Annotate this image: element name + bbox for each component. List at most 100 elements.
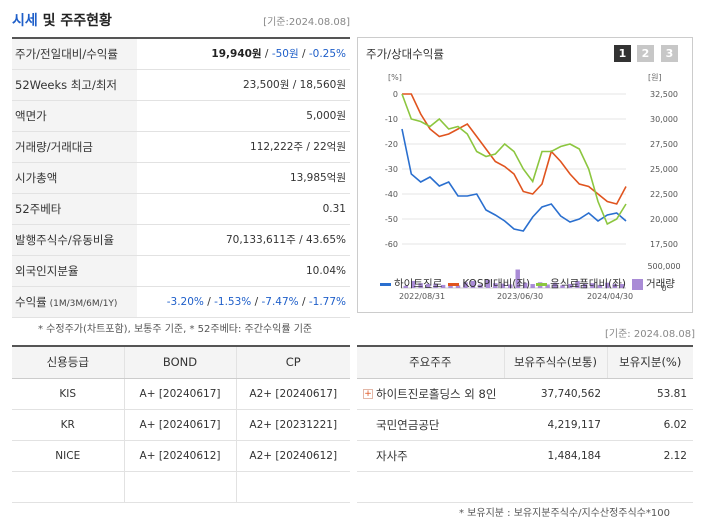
shares-held: 1,484,184 — [504, 440, 607, 472]
volume-bar — [590, 283, 595, 288]
row-label-text: 발행주식수/유동비율 — [15, 233, 115, 247]
row-value: 23,500원 / 18,560원 — [242, 79, 346, 91]
price-row: 외국인지분율 10.04% — [12, 256, 350, 287]
legend-item[interactable]: 거래량 — [631, 276, 675, 291]
legend-swatch — [448, 282, 460, 286]
row-value: 0.31 — [322, 203, 346, 215]
left-tick-label: -40 — [385, 190, 398, 199]
left-tick-label: -10 — [385, 115, 398, 124]
row-value: 10.04% — [305, 265, 346, 277]
row-label-sub: (1M/3M/6M/1Y) — [46, 299, 118, 309]
period-button-3[interactable]: 3 — [661, 45, 678, 62]
period-button-2[interactable]: 2 — [637, 45, 654, 62]
chart-title: 주가/상대수익률 — [366, 47, 444, 61]
value-part: / — [251, 296, 262, 308]
legend-item[interactable]: KOSPI대비(좌) — [448, 276, 530, 291]
volume-bar — [612, 284, 618, 288]
volume-bar — [515, 269, 520, 288]
left-axis-unit: [%] — [388, 73, 402, 82]
row-value: -3.20% / -1.53% / -7.47% / -1.77% — [137, 287, 350, 317]
row-label: 52Weeks 최고/최저 — [12, 70, 137, 100]
volume-bar — [597, 284, 603, 288]
chart-legend: 하이트진로 KOSPI대비(좌) 음식료품대비(좌) 거래량 — [380, 276, 690, 291]
section-title-market: 시세 — [12, 13, 38, 29]
legend-item[interactable]: 하이트진로 — [380, 276, 442, 291]
table-row: KIS A+ [20240617] A2+ [20240617] — [12, 378, 350, 410]
row-value: 13,985억원 — [289, 172, 346, 184]
table-row: + 하이트진로홀딩스 외 8인 37,740,562 53.81 — [357, 378, 693, 410]
section-header: 시세 및 주주현황 [기준:2024.08.08] — [12, 10, 350, 32]
left-tick-label: 0 — [393, 90, 398, 99]
row-label: 시가총액 — [12, 163, 137, 193]
credit-cell: A+ [20240617] — [124, 409, 237, 441]
legend-swatch — [380, 282, 391, 286]
shareholder-header: 보유지분(%) — [607, 347, 693, 379]
shares-held: 37,740,562 — [504, 378, 607, 410]
reference-date-2: [기준: 2024.08.08] — [605, 329, 696, 340]
row-label-text: 주가/전일대비/수익률 — [15, 47, 118, 61]
reference-date: [기준:2024.08.08] — [263, 17, 350, 28]
right-tick-label: 22,500 — [650, 190, 678, 199]
price-row: 52주베타 0.31 — [12, 194, 350, 225]
row-value: 19,940원 / -50원 / -0.25% — [137, 39, 350, 69]
major-shareholder-table: 주요주주 보유주식수(보통) 보유지분(%) + 하이트진로홀딩스 외 8인 37,74… — [357, 345, 693, 503]
volume-tick-label: 0 — [661, 284, 666, 293]
period-button-1[interactable]: 1 — [614, 45, 631, 62]
credit-cell: A2+ [20240612] — [236, 440, 350, 472]
volume-bar — [493, 283, 498, 288]
volume-bar — [418, 283, 423, 288]
volume-bar — [470, 280, 476, 288]
right-axis-unit: [원] — [648, 73, 662, 82]
volume-bar — [582, 284, 588, 288]
value-part: -0.25% — [308, 48, 346, 60]
volume-bar — [455, 285, 461, 288]
value-part: / — [298, 48, 309, 60]
value-part: / — [298, 296, 309, 308]
right-tick-label: 25,000 — [650, 165, 678, 174]
row-label-text: 수익률 — [15, 295, 47, 309]
row-label: 발행주식수/유동비율 — [12, 225, 137, 255]
legend-label: 하이트진로 — [394, 278, 443, 290]
share-percent: 6.02 — [607, 409, 693, 441]
credit-cell-empty — [12, 471, 125, 503]
share-percent: 53.81 — [607, 378, 693, 410]
row-label-text: 거래량/거래대금 — [15, 140, 93, 154]
volume-bar — [552, 282, 558, 288]
row-value: 112,222주 / 22억원 — [250, 141, 346, 153]
shareholder-cell-empty — [607, 471, 693, 503]
volume-bar — [403, 285, 408, 288]
credit-cell: KIS — [12, 378, 125, 410]
volume-bar — [605, 282, 610, 288]
volume-bar — [567, 284, 573, 288]
expand-plus-icon[interactable]: + — [363, 389, 373, 399]
volume-bar — [410, 280, 416, 288]
series-line — [401, 128, 627, 232]
chart-panel: 주가/상대수익률 1 2 3 [%] [원] 0 -10 -20 -30 -40 -50 -60… — [357, 37, 693, 313]
value-part: -7.47% — [261, 296, 299, 308]
table-row: NICE A+ [20240612] A2+ [20240612] — [12, 440, 350, 472]
volume-tick-label: 500,000 — [647, 262, 680, 271]
row-label: 52주베타 — [12, 194, 137, 224]
row-label-text: 시가총액 — [15, 171, 58, 185]
shareholder-cell-empty — [504, 471, 607, 503]
value-part: 19,940원 — [211, 48, 262, 60]
right-tick-label: 20,000 — [650, 215, 678, 224]
value-part: / — [203, 296, 215, 308]
left-tick-label: -50 — [385, 215, 398, 224]
x-tick-label: 2023/06/30 — [497, 292, 543, 300]
shareholder-name: 자사주 — [376, 448, 408, 463]
row-label-text: 외국인지분율 — [15, 264, 79, 278]
table-row: 자사주 1,484,184 2.12 — [357, 440, 693, 472]
shareholder-name: 국민연금공단 — [376, 417, 440, 432]
volume-bar — [485, 279, 491, 288]
volume-bar — [508, 284, 513, 288]
volume-bar — [575, 280, 580, 288]
legend-item[interactable]: 음식료품대비(좌) — [536, 276, 626, 291]
price-relative-return-chart: [%] [원] 0 -10 -20 -30 -40 -50 -60 32,500 30,000 27,… — [385, 73, 681, 300]
shareholder-name-cell: 자사주 — [357, 440, 504, 472]
table-row-empty — [357, 471, 693, 503]
shareholder-cell-empty — [357, 471, 504, 503]
credit-cell: NICE — [12, 440, 125, 472]
volume-bar — [478, 284, 483, 288]
price-row: 발행주식수/유동비율 70,133,611주 / 43.65% — [12, 225, 350, 256]
